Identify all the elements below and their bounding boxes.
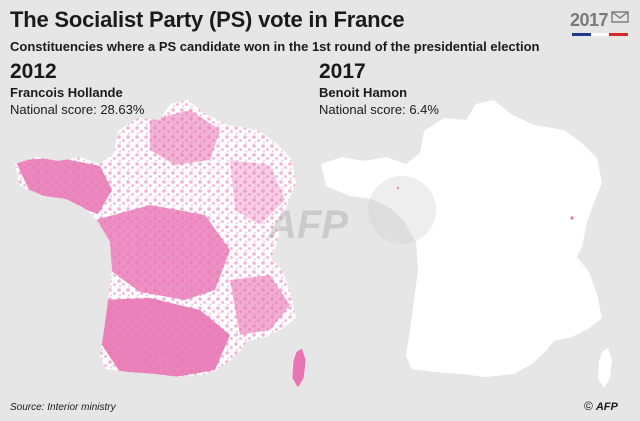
- ps-cluster-brittany: [15, 158, 112, 214]
- ps-cluster-north: [150, 110, 220, 165]
- ps-cluster-centre-west: [95, 205, 230, 300]
- france-outline-2017: [321, 100, 602, 377]
- corsica-2012: [291, 347, 307, 389]
- panel-2012-score: National score: 28.63%: [10, 102, 145, 117]
- copyright-symbol: ©: [584, 399, 593, 413]
- afp-credit: © AFP: [584, 399, 618, 413]
- panel-2017-candidate: Benoit Hamon: [319, 85, 408, 100]
- election-2017-logo: 2017: [570, 8, 632, 38]
- ps-cluster-north-east: [230, 160, 285, 225]
- afp-logo-text: AFP: [595, 401, 618, 413]
- watermark-text: AFP: [267, 203, 348, 247]
- ps-cluster-south-east: [230, 275, 290, 335]
- ballot-envelope-icon: [611, 11, 629, 23]
- afp-watermark: AFP: [267, 176, 436, 247]
- source-note: Source: Interior ministry: [10, 402, 116, 413]
- corsica-2017: [598, 348, 612, 388]
- chart-subtitle: Constituencies where a PS candidate won …: [10, 39, 540, 54]
- logo-tricolor-stripe: [572, 33, 629, 36]
- panel-2012-year: 2012: [10, 60, 57, 83]
- watermark-globe: [368, 176, 436, 244]
- chart-title: The Socialist Party (PS) vote in France: [10, 7, 405, 32]
- ps-win-dot-2017: [570, 216, 574, 220]
- map-2017: [321, 100, 612, 388]
- panel-2017-year: 2017: [319, 60, 366, 83]
- ps-cluster-south-west: [100, 298, 230, 377]
- ps-win-dot-2017: [396, 186, 400, 190]
- panel-2017-score: National score: 6.4%: [319, 102, 439, 117]
- logo-year: 2017: [570, 10, 609, 30]
- panel-2012-candidate: Francois Hollande: [10, 85, 123, 100]
